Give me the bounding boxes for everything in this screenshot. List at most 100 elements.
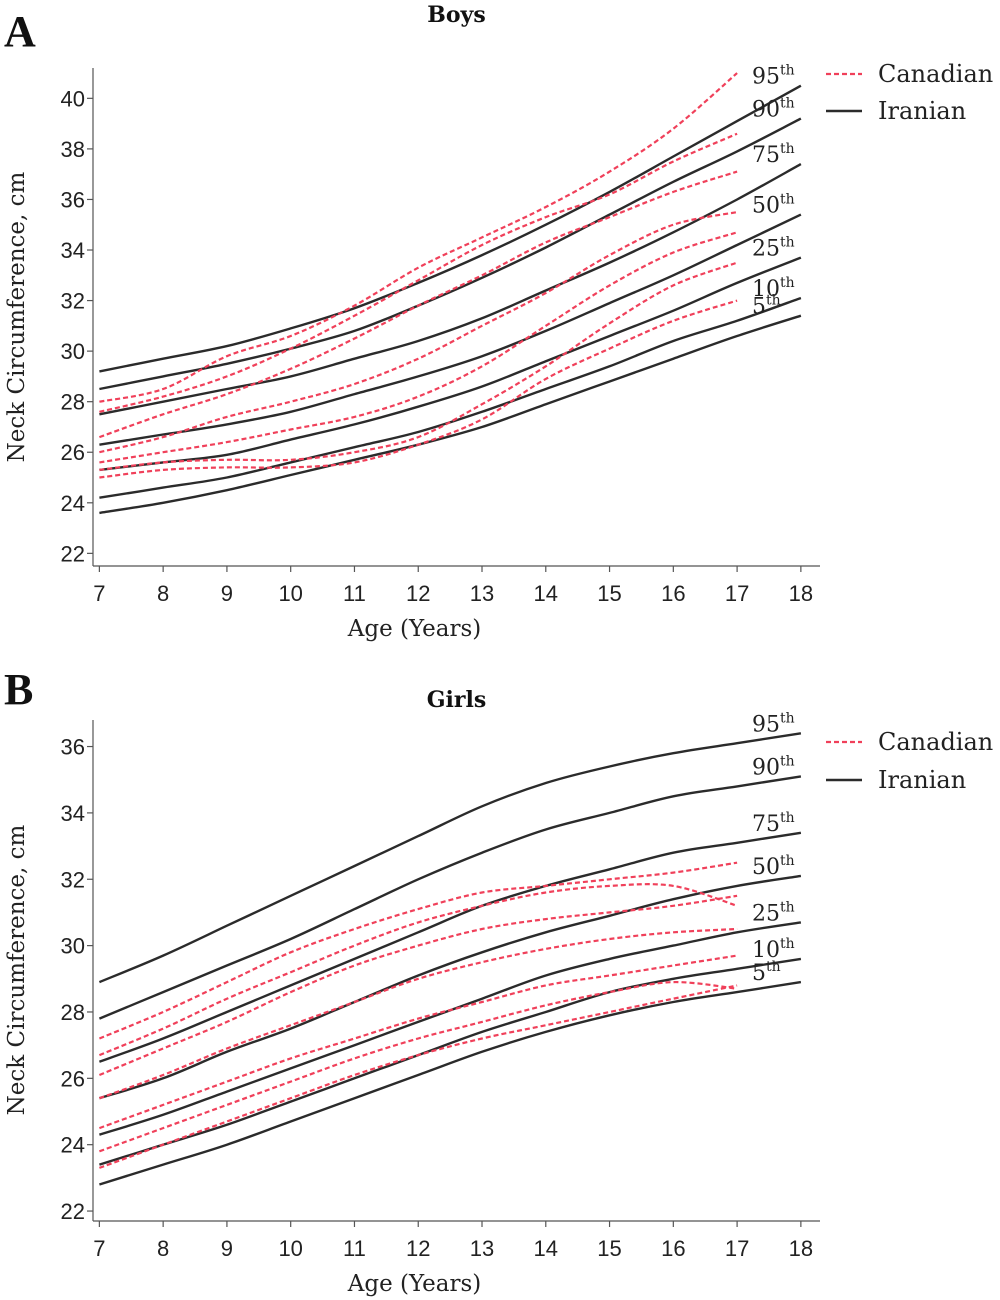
x-tick-label: 17 [725, 581, 749, 606]
y-tick-label: 32 [61, 867, 85, 892]
iranian-line-p90 [99, 117, 802, 391]
y-tick-label: 36 [61, 735, 85, 760]
canadian-line-p10 [99, 261, 738, 471]
x-tick-label: 13 [470, 581, 494, 606]
legend-iranian-label: Iranian [878, 766, 966, 794]
y-axis-title: Neck Circumference, cm [4, 824, 30, 1115]
percentile-label-p50: 50th [752, 853, 795, 880]
x-tick-label: 12 [406, 581, 430, 606]
x-tick-label: 14 [534, 1236, 558, 1261]
x-tick-label: 11 [343, 581, 366, 606]
x-tick-label: 9 [221, 581, 233, 606]
x-tick-label: 8 [157, 1236, 169, 1261]
chart-title: Girls [427, 687, 486, 713]
x-tick-label: 14 [534, 581, 558, 606]
x-tick-label: 15 [597, 581, 621, 606]
percentile-label-p75: 75th [752, 810, 795, 837]
panel-letter: A [4, 7, 36, 56]
iranian-line-p95 [98, 732, 802, 984]
percentile-label-p95: 95th [752, 710, 795, 737]
legend-canadian-label: Canadian [878, 60, 993, 88]
canadian-line-p75 [98, 894, 738, 1077]
y-tick-label: 36 [61, 187, 85, 212]
panel-letter: B [4, 665, 33, 714]
percentile-label-p90: 90th [752, 96, 795, 123]
iranian-line-p50 [99, 874, 802, 1100]
y-tick-label: 28 [61, 390, 85, 415]
y-tick-label: 24 [61, 1133, 85, 1158]
canadian-line-p5 [99, 299, 738, 479]
x-tick-label: 7 [93, 581, 105, 606]
y-tick-label: 30 [61, 934, 85, 959]
x-axis-title: Age (Years) [347, 616, 482, 642]
iranian-line-p5 [99, 314, 802, 515]
canadian-line-p25 [99, 954, 738, 1130]
canadian-line-p10 [99, 980, 738, 1153]
x-tick-label: 18 [789, 1236, 813, 1261]
chart-panel-b: B Girls 22 24 26 28 30 32 34 36 7 8 9 10 11 12 13 14 15 16 1… [4, 665, 993, 1297]
y-axis-title: Neck Circumference, cm [4, 171, 30, 462]
percentile-label-p5: 5th [752, 959, 781, 986]
x-tick-label: 11 [343, 1236, 366, 1261]
canadian-line-p5 [99, 984, 738, 1169]
canadian-line-p50 [99, 927, 738, 1100]
legend: Canadian Iranian [826, 728, 993, 794]
percentile-label-p25: 25th [752, 899, 795, 926]
canadian-line-p50 [99, 211, 738, 454]
legend-iranian-label: Iranian [878, 97, 966, 125]
y-tick-label: 34 [61, 238, 85, 263]
canadian-line-p75 [99, 170, 738, 439]
x-tick-label: 12 [406, 1236, 430, 1261]
iranian-line-p25 [99, 256, 802, 472]
x-tick-label: 9 [221, 1236, 233, 1261]
canadian-line-p95 [98, 861, 738, 1040]
legend-canadian-label: Canadian [878, 728, 993, 756]
y-tick-label: 32 [61, 289, 85, 314]
percentile-label-p90: 90th [752, 753, 795, 780]
percentile-label-p50: 50th [752, 192, 795, 219]
x-tick-label: 10 [278, 581, 302, 606]
x-tick-label: 18 [789, 581, 813, 606]
y-tick-label: 22 [61, 1199, 85, 1224]
y-tick-label: 28 [61, 1000, 85, 1025]
x-tick-label: 15 [597, 1236, 621, 1261]
y-tick-label: 26 [61, 440, 85, 465]
iranian-line-p75 [99, 163, 802, 416]
canadian-line-p90 [99, 132, 738, 413]
percentile-label-p25: 25th [752, 235, 795, 262]
percentile-label-p10: 10th [752, 936, 795, 963]
y-tick-label: 22 [61, 541, 85, 566]
percentile-label-p5: 5th [752, 293, 781, 320]
iranian-line-p90 [98, 775, 802, 1020]
x-tick-label: 13 [470, 1236, 494, 1261]
percentile-label-p75: 75th [752, 141, 795, 168]
x-axis-title: Age (Years) [347, 1271, 482, 1297]
y-tick-label: 38 [61, 137, 85, 162]
iranian-line-p95 [99, 84, 802, 373]
x-tick-label: 17 [725, 1236, 749, 1261]
canadian-line-p90 [98, 883, 738, 1057]
iranian-line-p50 [99, 213, 802, 446]
iranian-line-p25 [99, 921, 802, 1136]
percentile-label-p10: 10th [752, 275, 795, 302]
x-tick-label: 16 [661, 581, 685, 606]
chart-panel-a: A Boys 22 24 26 28 30 32 34 36 38 40 7 8 9 10 11 12 13 14 15… [4, 2, 993, 642]
y-tick-label: 24 [61, 491, 85, 516]
x-tick-label: 7 [93, 1236, 105, 1261]
percentile-label-p95: 95th [752, 63, 795, 90]
y-tick-label: 30 [61, 339, 85, 364]
iranian-line-p75 [98, 831, 802, 1063]
canadian-line-p25 [99, 231, 738, 464]
legend: Canadian Iranian [826, 60, 993, 125]
canadian-line-p95 [99, 72, 738, 403]
x-tick-label: 8 [157, 581, 169, 606]
iranian-line-p5 [99, 980, 802, 1186]
y-tick-label: 34 [61, 801, 85, 826]
y-tick-label: 26 [61, 1066, 85, 1091]
iranian-line-p10 [99, 957, 802, 1166]
x-tick-label: 10 [278, 1236, 302, 1261]
y-tick-label: 40 [61, 86, 85, 111]
chart-title: Boys [427, 2, 485, 28]
x-tick-label: 16 [661, 1236, 685, 1261]
